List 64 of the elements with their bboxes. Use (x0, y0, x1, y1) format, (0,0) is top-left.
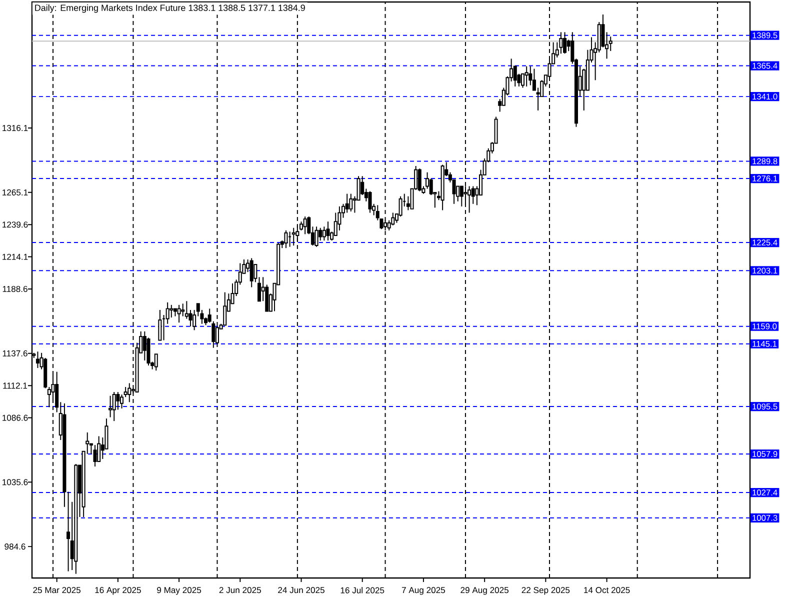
candlestick (418, 168, 422, 192)
candlestick (112, 392, 116, 422)
candlestick (158, 309, 162, 341)
candlestick (254, 264, 258, 283)
candlestick (524, 66, 528, 87)
candlestick (398, 196, 402, 218)
x-tick-label: 2 Jun 2025 (219, 587, 261, 594)
candlestick (93, 444, 97, 468)
y-tick-label: 1214.1 (2, 254, 28, 260)
candlestick (292, 227, 296, 246)
candlestick (184, 300, 188, 320)
ref-line-label: 1365.4 (752, 62, 778, 69)
x-tick-label: 24 Jun 2025 (278, 587, 324, 594)
y-tick-label: 1035.6 (2, 479, 28, 486)
candlestick (36, 351, 40, 369)
candlestick (170, 304, 174, 318)
ref-line-label: 1225.4 (752, 240, 778, 246)
candlestick (250, 258, 254, 288)
ref-line-label: 1057.9 (752, 451, 778, 457)
candlestick (284, 230, 288, 249)
x-tick-label: 16 Jul 2025 (340, 587, 384, 594)
x-tick-label: 22 Sep 2025 (522, 587, 570, 595)
ref-line-label: 1276.1 (752, 176, 778, 182)
y-tick-label: 1112.1 (3, 382, 28, 389)
y-tick-label: 1316.1 (2, 124, 28, 132)
candlestick (559, 32, 563, 54)
candlestick (223, 292, 227, 326)
y-tick-label: 1265.1 (2, 189, 28, 196)
ref-line-label: 1289.8 (752, 158, 778, 164)
y-tick-label: 984.6 (4, 544, 26, 550)
y-tick-label: 1239.6 (2, 222, 28, 228)
candlestick (66, 491, 70, 572)
candlestick (303, 216, 307, 235)
ref-line-label: 1341.0 (752, 94, 778, 100)
candlestick (181, 303, 185, 317)
candlestick (563, 32, 567, 54)
ref-line-label: 1389.5 (752, 32, 778, 38)
ref-line-label: 1145.1 (752, 341, 777, 347)
chart-title: Daily: Emerging Markets Index Future 1383.1 1388.5 1377.1 1384.9 (35, 4, 305, 13)
candlestick (116, 392, 120, 410)
x-tick-label: 16 Apr 2025 (95, 587, 141, 595)
ref-line-label: 1203.1 (752, 268, 778, 274)
candlestick (314, 226, 318, 248)
candlestick (368, 190, 372, 214)
ref-line-label: 1007.3 (752, 514, 778, 521)
candlestick (468, 186, 472, 214)
x-tick-label: 25 Mar 2025 (33, 587, 81, 594)
y-tick-label: 1188.6 (2, 286, 28, 292)
candlestick (349, 193, 353, 212)
ref-line-label: 1159.0 (752, 323, 777, 330)
y-tick-label: 1137.6 (2, 350, 28, 356)
x-tick-label: 7 Aug 2025 (402, 587, 446, 595)
candlestick (601, 14, 605, 48)
candlestick (326, 221, 330, 241)
x-tick-label: 9 May 2025 (157, 587, 202, 595)
x-tick-label: 29 Aug 2025 (460, 587, 508, 595)
candlestick (356, 176, 360, 201)
candlestick (177, 304, 181, 324)
y-tick-label: 1086.6 (2, 414, 28, 421)
candlestick (108, 395, 112, 418)
ref-line-label: 1027.4 (752, 490, 778, 496)
x-tick-label: 14 Oct 2025 (584, 587, 630, 594)
candlestick (154, 354, 158, 372)
ref-line-label: 1095.5 (752, 404, 778, 410)
